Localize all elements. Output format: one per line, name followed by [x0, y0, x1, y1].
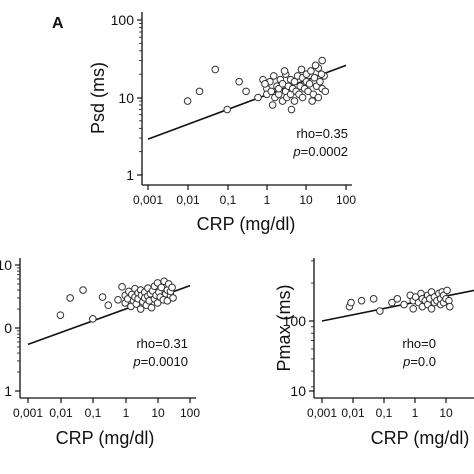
data-point [297, 65, 306, 74]
data-point [79, 286, 87, 294]
data-point [169, 294, 177, 302]
y-tick-label: 10 [118, 90, 134, 106]
p-annotation: p=0.0010 [132, 354, 188, 369]
data-point [56, 311, 65, 319]
x-tick-label: 0,1 [220, 193, 237, 207]
data-point [195, 87, 204, 96]
data-point [268, 101, 277, 109]
panel-letter: A [52, 15, 64, 32]
data-point [104, 301, 113, 310]
data-point [287, 105, 296, 114]
data-point [446, 302, 454, 311]
data-point [314, 93, 323, 102]
data-point [98, 293, 107, 301]
x-tick-label: 0,1 [376, 406, 393, 420]
x-tick-label: 10 [151, 406, 165, 420]
data-point [136, 305, 145, 313]
data-point [393, 295, 402, 303]
data-point [311, 61, 320, 70]
data-point [307, 67, 315, 75]
data-point [211, 65, 220, 74]
x-tick-label: 0,01 [176, 193, 200, 207]
data-point [261, 80, 269, 88]
y-tick-label: 10 [290, 383, 306, 399]
x-tick-label: 10 [299, 193, 313, 207]
data-point [223, 105, 231, 114]
data-point [310, 73, 319, 82]
y-tick-label: 100 [283, 313, 307, 329]
y-tick-label: 1 [126, 167, 134, 183]
y-tick-label: 0 [4, 320, 12, 336]
x-tick-label: 0,1 [85, 406, 102, 420]
data-point [290, 77, 299, 86]
data-point [242, 87, 250, 96]
data-point [388, 298, 396, 307]
p-annotation: p=0.0002 [292, 144, 348, 159]
x-tick-label: 1 [123, 406, 130, 420]
data-point [267, 87, 276, 96]
y-tick-label: 1 [4, 383, 12, 399]
x-tick-label: 100 [180, 406, 200, 420]
data-point [305, 80, 314, 88]
data-point [308, 97, 316, 105]
data-point [235, 77, 243, 86]
rho-annotation: rho=0 [402, 336, 436, 351]
x-tick-label: 0,001 [307, 406, 337, 420]
x-axis-label: CRP (mg/dl) [371, 428, 470, 448]
scatter-panel-a: 0,001 0,01 0,1 1 10 100 1 10 100 CRP (mg/dl) Psd (… [52, 12, 356, 234]
data-point [347, 298, 355, 307]
y-axis-label: Pmax (ms) [274, 285, 294, 372]
data-point [114, 296, 122, 304]
data-point [168, 283, 176, 292]
data-point [298, 93, 307, 102]
x-axis-label: CRP (mg/dl) [197, 214, 296, 234]
scatter-panel-c: 0,001 0,01 0,1 1 10 100 10 CRP (mg/dl) Pmax (ms)… [274, 258, 474, 448]
p-annotation: p=0.0 [402, 354, 436, 369]
x-tick-label: 0,001 [13, 406, 43, 420]
data-point [443, 286, 451, 295]
data-point [376, 307, 384, 315]
data-point [400, 300, 408, 309]
data-point [118, 283, 126, 291]
data-point [357, 296, 366, 305]
y-axis-label: Psd (ms) [88, 62, 108, 134]
y-tick-label: 10 [0, 257, 12, 273]
data-point [269, 72, 278, 80]
data-point [427, 304, 436, 313]
data-point [147, 303, 156, 312]
data-point [280, 67, 289, 75]
regression-line [321, 289, 474, 322]
x-tick-label: 10 [439, 406, 453, 420]
data-point [290, 97, 299, 105]
data-point [274, 84, 283, 93]
data-point [321, 87, 330, 96]
x-tick-label: 0,01 [341, 406, 365, 420]
data-point [316, 77, 324, 86]
data-point [369, 295, 378, 303]
x-tick-label: 1 [412, 406, 419, 420]
data-point [318, 56, 326, 65]
rho-annotation: rho=0.35 [296, 126, 348, 141]
data-point [409, 304, 418, 313]
data-point [66, 294, 74, 302]
x-tick-label: 0,01 [49, 406, 73, 420]
x-tick-label: 1 [264, 193, 271, 207]
data-point [89, 314, 97, 323]
x-axis-label: CRP (mg/dl) [56, 428, 155, 448]
data-point [183, 97, 192, 105]
rho-annotation: rho=0.31 [136, 336, 188, 351]
x-tick-label: 0,001 [133, 193, 163, 207]
y-tick-label: 100 [111, 12, 135, 28]
data-point [317, 70, 326, 78]
data-point [254, 93, 262, 102]
x-tick-label: 100 [336, 193, 356, 207]
